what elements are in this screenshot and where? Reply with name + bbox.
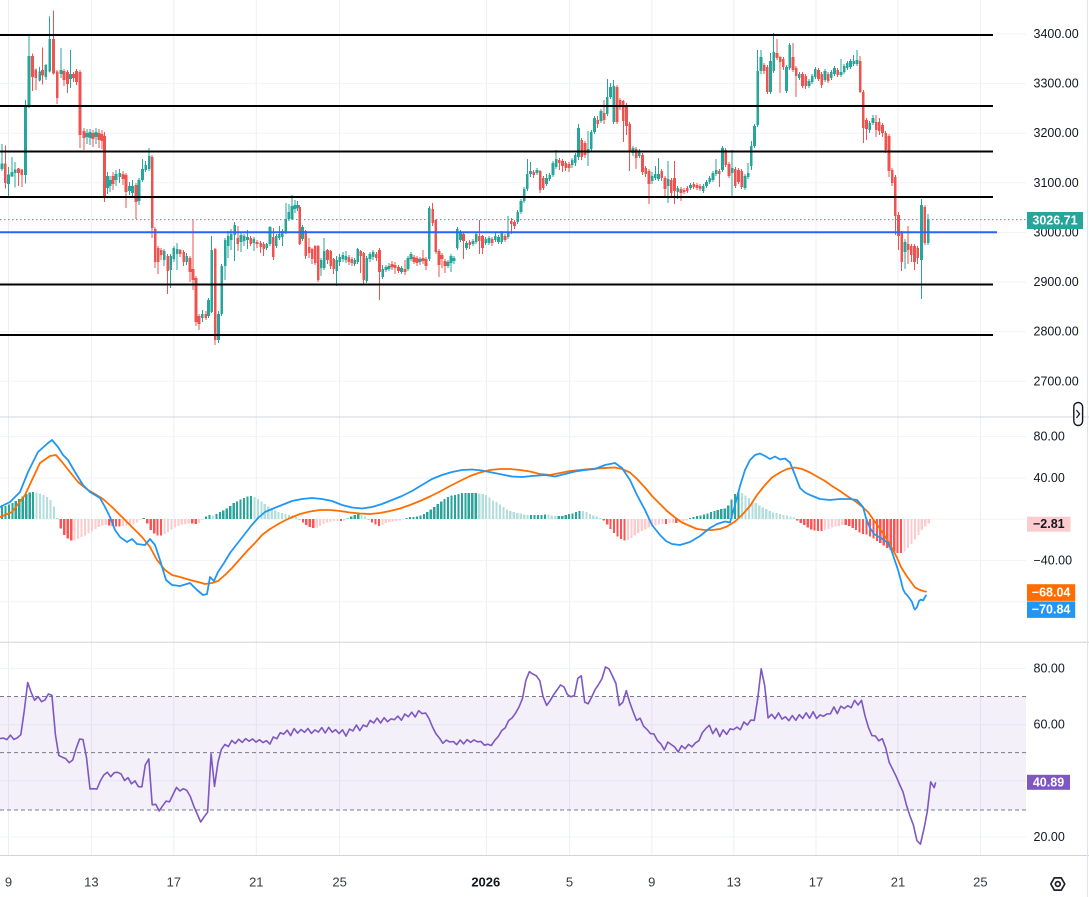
svg-text:21: 21: [891, 875, 905, 890]
svg-text:3200.00: 3200.00: [1034, 126, 1079, 140]
svg-text:−70.84: −70.84: [1032, 603, 1071, 617]
svg-text:13: 13: [84, 875, 98, 890]
svg-text:21: 21: [249, 875, 263, 890]
svg-text:13: 13: [727, 875, 741, 890]
svg-text:17: 17: [809, 875, 823, 890]
svg-text:40.00: 40.00: [1034, 471, 1065, 485]
svg-text:25: 25: [973, 875, 987, 890]
svg-text:2900.00: 2900.00: [1034, 275, 1079, 289]
svg-text:9: 9: [5, 875, 12, 890]
svg-text:60.00: 60.00: [1034, 718, 1065, 732]
svg-text:5: 5: [566, 875, 573, 890]
svg-text:80.00: 80.00: [1034, 661, 1065, 675]
svg-text:−2.81: −2.81: [1033, 517, 1065, 531]
svg-text:3400.00: 3400.00: [1034, 27, 1079, 41]
svg-text:80.00: 80.00: [1034, 430, 1065, 444]
svg-text:9: 9: [648, 875, 655, 890]
svg-text:3300.00: 3300.00: [1034, 77, 1079, 91]
svg-text:3100.00: 3100.00: [1034, 176, 1079, 190]
svg-text:2700.00: 2700.00: [1034, 374, 1079, 388]
svg-text:25: 25: [332, 875, 346, 890]
svg-text:−40.00: −40.00: [1034, 553, 1073, 567]
svg-text:3026.71: 3026.71: [1032, 214, 1077, 228]
svg-text:2800.00: 2800.00: [1034, 325, 1079, 339]
svg-text:2026: 2026: [471, 875, 500, 890]
svg-text:40.89: 40.89: [1033, 775, 1064, 789]
svg-text:−68.04: −68.04: [1032, 586, 1071, 600]
svg-text:20.00: 20.00: [1034, 830, 1065, 844]
svg-text:17: 17: [167, 875, 181, 890]
